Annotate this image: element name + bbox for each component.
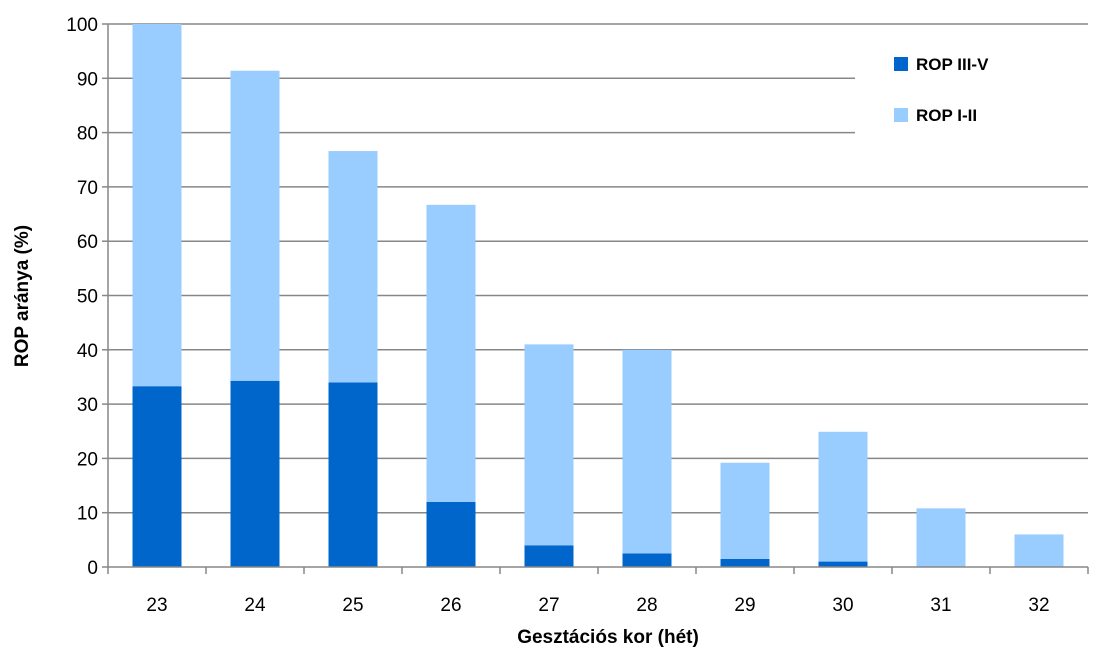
bar-segment-rop-i-ii <box>720 462 770 559</box>
bar-segment-rop-i-ii <box>328 151 378 383</box>
bar-segment-rop-i-ii <box>230 70 280 381</box>
bar-segment-rop-iii-v <box>132 386 182 567</box>
x-tick-label: 28 <box>636 595 657 616</box>
y-tick-label: 100 <box>66 15 98 36</box>
bar-segment-rop-iii-v <box>622 553 672 567</box>
legend-label-rop-iii-v: ROP III-V <box>916 55 989 74</box>
x-tick-label: 25 <box>342 595 363 616</box>
x-tick-label: 31 <box>930 595 951 616</box>
legend-label-rop-i-ii: ROP I-II <box>916 106 977 125</box>
bar-segment-rop-i-ii <box>622 349 672 554</box>
x-tick-labels: 23 24 25 26 27 28 29 30 31 32 <box>146 595 1049 616</box>
y-tick-label: 0 <box>87 558 98 579</box>
bar-segment-rop-i-ii <box>524 344 574 546</box>
bar-segment-rop-iii-v <box>818 561 868 567</box>
y-tick-label: 90 <box>77 69 98 90</box>
y-tick-labels: 0 10 20 30 40 50 60 70 80 90 100 <box>66 15 98 579</box>
y-tick-label: 40 <box>77 341 98 362</box>
y-axis-title: ROP aránya (%) <box>12 225 33 367</box>
y-tick-label: 60 <box>77 232 98 253</box>
x-tick-label: 26 <box>440 595 461 616</box>
x-tick-label: 27 <box>538 595 559 616</box>
bar-segment-rop-i-ii <box>132 24 182 387</box>
y-tick-label: 10 <box>77 504 98 525</box>
x-axis-title: Gesztációs kor (hét) <box>517 627 699 648</box>
axes <box>102 23 1089 574</box>
bar-segment-rop-i-ii <box>818 431 868 562</box>
x-tick-label: 32 <box>1028 595 1049 616</box>
y-tick-label: 70 <box>77 178 98 199</box>
x-tick-label: 24 <box>244 595 266 616</box>
y-tick-label: 20 <box>77 449 98 470</box>
bar-segment-rop-i-ii <box>426 204 476 502</box>
y-tick-label: 30 <box>77 395 98 416</box>
bar-segment-rop-i-ii <box>916 508 966 567</box>
y-tick-label: 80 <box>77 124 98 145</box>
y-tick-label: 50 <box>77 287 98 308</box>
x-tick-label: 30 <box>832 595 853 616</box>
legend-swatch-rop-iii-v <box>894 57 908 71</box>
bar-segment-rop-i-ii <box>1014 534 1064 567</box>
bar-segment-rop-iii-v <box>524 545 574 567</box>
bar-segment-rop-iii-v <box>720 558 770 567</box>
bars <box>132 24 1064 567</box>
x-tick-label: 29 <box>734 595 755 616</box>
legend-swatch-rop-i-ii <box>894 108 908 122</box>
x-tick-label: 23 <box>146 595 167 616</box>
bar-segment-rop-iii-v <box>426 501 476 567</box>
bar-segment-rop-iii-v <box>230 380 280 567</box>
bar-segment-rop-iii-v <box>328 382 378 567</box>
